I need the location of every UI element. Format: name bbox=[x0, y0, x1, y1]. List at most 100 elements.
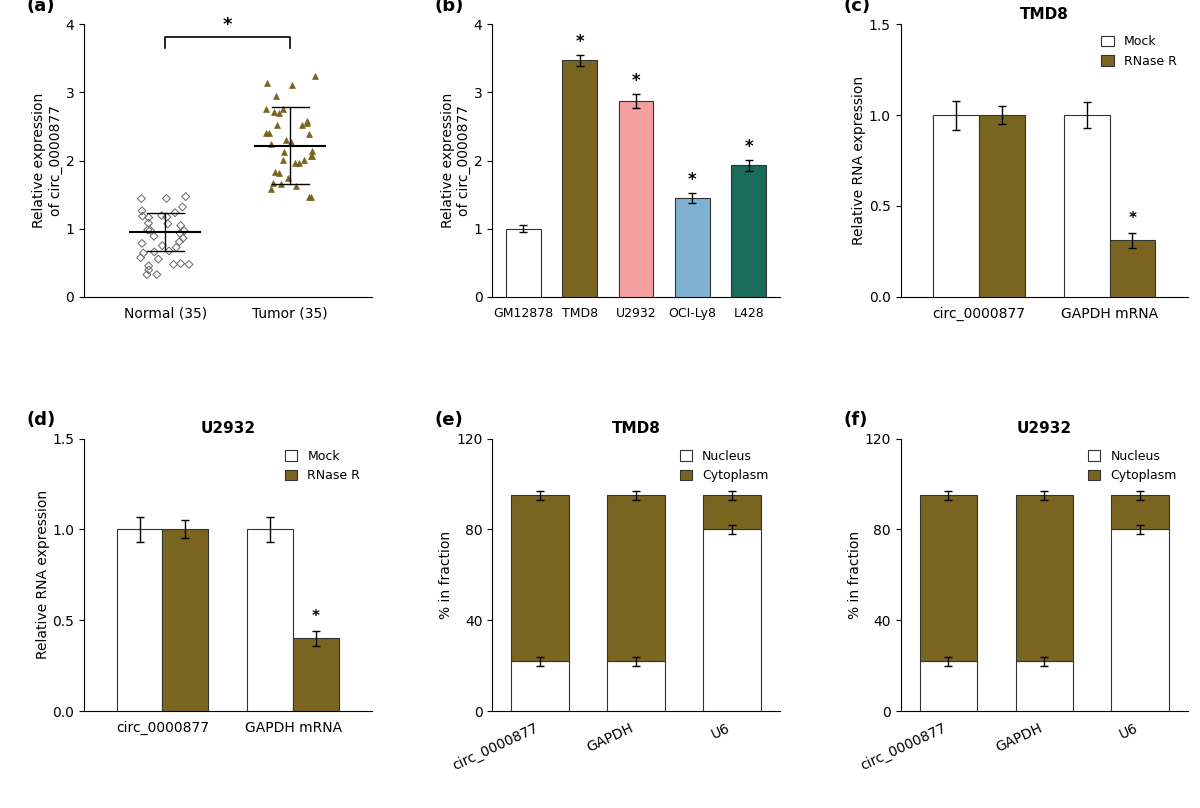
Y-axis label: Relative expression
of circ_0000877: Relative expression of circ_0000877 bbox=[440, 93, 470, 228]
Point bbox=[264, 177, 283, 190]
Point bbox=[274, 103, 293, 116]
Point bbox=[172, 257, 191, 270]
Point bbox=[157, 210, 176, 223]
Point bbox=[174, 232, 193, 245]
Point bbox=[173, 200, 192, 213]
Point bbox=[305, 69, 324, 82]
Point bbox=[149, 253, 168, 266]
Point bbox=[266, 90, 286, 103]
Bar bbox=[703, 495, 761, 529]
Point bbox=[270, 166, 289, 179]
Point bbox=[298, 117, 317, 130]
Point bbox=[148, 268, 167, 281]
Point bbox=[152, 239, 172, 252]
Point bbox=[260, 137, 280, 150]
Title: U2932: U2932 bbox=[1016, 421, 1072, 436]
Bar bbox=[293, 638, 338, 711]
Y-axis label: Relative expression
of circ_0000877: Relative expression of circ_0000877 bbox=[32, 93, 62, 228]
Point bbox=[259, 126, 278, 139]
Point bbox=[180, 258, 199, 271]
Point bbox=[299, 128, 318, 141]
Text: *: * bbox=[1128, 211, 1136, 226]
Point bbox=[271, 177, 290, 190]
Text: (c): (c) bbox=[844, 0, 870, 15]
Point bbox=[274, 154, 293, 166]
Point bbox=[286, 179, 305, 192]
Point bbox=[276, 133, 295, 146]
Bar bbox=[116, 529, 162, 711]
Bar bbox=[919, 661, 977, 711]
Point bbox=[167, 241, 186, 254]
Bar bbox=[934, 115, 979, 297]
Point bbox=[298, 115, 317, 128]
Legend: Mock, RNase R: Mock, RNase R bbox=[280, 444, 365, 487]
Legend: Nucleus, Cytoplasm: Nucleus, Cytoplasm bbox=[674, 444, 774, 487]
Bar bbox=[1015, 495, 1073, 661]
Bar bbox=[562, 61, 598, 297]
Point bbox=[282, 135, 301, 148]
Bar bbox=[703, 529, 761, 711]
Point bbox=[131, 251, 150, 264]
Point bbox=[170, 227, 190, 240]
Bar bbox=[674, 198, 710, 297]
Legend: Mock, RNase R: Mock, RNase R bbox=[1097, 31, 1182, 73]
Text: *: * bbox=[575, 33, 584, 51]
Bar bbox=[731, 166, 767, 297]
Y-axis label: Relative RNA expression: Relative RNA expression bbox=[852, 76, 866, 245]
Point bbox=[257, 103, 276, 116]
Point bbox=[262, 183, 281, 196]
Point bbox=[139, 259, 158, 272]
Point bbox=[164, 258, 184, 271]
Point bbox=[160, 245, 179, 258]
Point bbox=[286, 157, 305, 170]
Text: *: * bbox=[744, 137, 754, 156]
Point bbox=[145, 246, 164, 259]
Text: (a): (a) bbox=[26, 0, 55, 15]
Point bbox=[302, 145, 322, 158]
Title: TMD8: TMD8 bbox=[1020, 6, 1069, 22]
Point bbox=[176, 190, 196, 203]
Point bbox=[166, 206, 185, 219]
Point bbox=[289, 157, 308, 170]
Point bbox=[132, 237, 151, 250]
Point bbox=[137, 268, 156, 281]
Point bbox=[138, 223, 157, 236]
Point bbox=[169, 235, 188, 248]
Bar bbox=[247, 529, 293, 711]
Point bbox=[139, 217, 158, 229]
Point bbox=[294, 154, 313, 167]
Bar bbox=[511, 495, 569, 661]
Text: (d): (d) bbox=[26, 411, 55, 429]
Point bbox=[140, 224, 160, 237]
Y-axis label: Relative RNA expression: Relative RNA expression bbox=[36, 490, 49, 659]
Point bbox=[282, 78, 301, 91]
Point bbox=[257, 77, 276, 90]
Point bbox=[144, 229, 163, 242]
Point bbox=[265, 106, 284, 119]
Bar bbox=[979, 115, 1025, 297]
Title: U2932: U2932 bbox=[200, 421, 256, 436]
Point bbox=[158, 217, 178, 230]
Title: TMD8: TMD8 bbox=[612, 421, 660, 436]
Bar bbox=[162, 529, 208, 711]
Point bbox=[256, 127, 275, 140]
Point bbox=[301, 191, 320, 204]
Bar bbox=[618, 101, 654, 297]
Point bbox=[132, 204, 151, 217]
Point bbox=[278, 171, 298, 184]
Bar bbox=[1015, 661, 1073, 711]
Point bbox=[139, 211, 158, 224]
Point bbox=[132, 192, 151, 205]
Text: *: * bbox=[688, 171, 697, 189]
Point bbox=[133, 210, 152, 223]
Legend: Nucleus, Cytoplasm: Nucleus, Cytoplasm bbox=[1082, 444, 1182, 487]
Point bbox=[152, 209, 172, 222]
Bar bbox=[607, 495, 665, 661]
Text: (e): (e) bbox=[434, 411, 463, 429]
Point bbox=[299, 191, 318, 204]
Y-axis label: % in fraction: % in fraction bbox=[847, 531, 862, 619]
Y-axis label: % in fraction: % in fraction bbox=[439, 531, 454, 619]
Point bbox=[293, 119, 312, 132]
Point bbox=[139, 263, 158, 276]
Bar bbox=[511, 661, 569, 711]
